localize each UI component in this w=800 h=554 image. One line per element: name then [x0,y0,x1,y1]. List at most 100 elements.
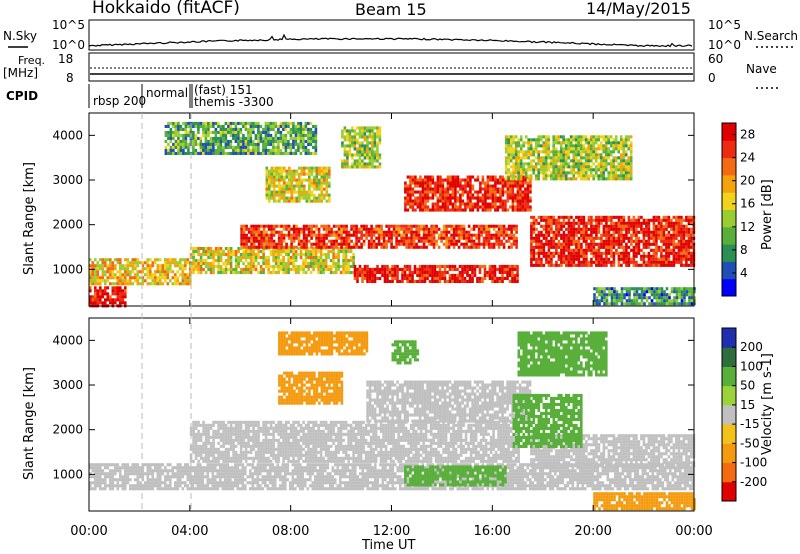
power-cells-cell [627,257,631,261]
power-cells-cell [285,233,288,237]
power-cells-cell [172,151,175,155]
power-cells-cell [397,224,401,228]
power-cells-cell [662,263,666,267]
power-cells-cell [322,236,326,240]
power-cells-cell [509,135,513,139]
power-cells-cell [449,196,452,200]
power-cells-cell [207,262,210,266]
power-cells-cell [587,138,590,142]
power-cells-cell [565,263,568,267]
power-cells-cell [265,233,268,237]
power-cells-cell [377,230,381,234]
power-cells-cell [327,268,330,272]
power-cells-cell [260,239,263,243]
power-cells-cell [234,262,238,266]
power-cells-cell [459,184,462,188]
power-cells-cell [594,147,598,151]
power-cells-cell [397,233,401,237]
power-cells-cell [308,181,311,185]
power-cells-cell [244,253,248,257]
power-cells-cell [119,282,122,286]
power-cells-cell [434,193,437,197]
power-cells-cell [559,135,563,139]
power-cells-cell [182,151,185,155]
power-cells-cell [549,171,553,175]
power-cells-cell [94,270,97,274]
power-cells-cell [552,135,555,139]
power-cells-cell [426,276,429,280]
power-cells-cell [277,268,280,272]
power-cells-cell [572,260,576,264]
power-cells-cell [312,130,315,134]
power-cells-cell [244,250,248,254]
power-cells-cell [360,227,363,231]
power-cells-cell [325,187,329,191]
power-cells-cell [169,270,172,274]
power-cells-cell [343,135,347,139]
power-cells-cell [585,221,588,225]
power-cells-cell [357,230,361,234]
power-cells-cell [356,270,359,274]
power-cells-cell [512,177,515,181]
power-cells-cell [376,264,379,268]
power-cells-cell [101,258,105,262]
power-cells-cell [101,276,105,280]
power-cells-cell [426,181,430,185]
power-cells-cell [455,239,458,243]
power-cells-cell [361,165,364,169]
power-cells-cell [609,141,613,145]
power-cells-cell [287,224,291,228]
power-cells-cell [124,276,127,280]
power-cells-cell [650,248,653,252]
power-cells-cell [627,230,631,234]
power-cells-cell [542,263,546,267]
power-cells-cell [412,224,416,228]
power-cells-cell [346,162,349,166]
power-cells-cell [477,242,481,246]
power-cells-cell [540,215,543,219]
power-cells-cell [344,265,348,269]
power-cells-cell [343,153,347,157]
power-cells-cell [502,245,506,249]
power-cells-cell [91,279,95,283]
power-cells-cell [366,156,369,160]
power-cells-cell [287,268,290,272]
power-cells-cell [229,133,233,137]
power-cells-cell [314,148,318,152]
power-cells-cell [421,267,424,271]
power-cells-cell [647,254,651,258]
power-cells-cell [562,218,566,222]
power-cells-cell [382,230,386,234]
power-cells-cell [471,273,474,277]
power-cells-cell [376,126,379,130]
power-cells-cell [126,270,130,274]
power-cells-cell [164,133,168,137]
power-cells-cell [154,276,157,280]
power-cells-cell [629,156,633,160]
power-cells-cell [289,148,293,152]
power-cells-cell [176,276,180,280]
power-cells-cell [502,230,506,234]
power-cells-cell [342,250,345,254]
power-cells-cell [323,196,326,200]
power-cells-cell [441,190,445,194]
power-cells-cell [475,236,478,240]
power-cells-cell [540,251,543,255]
power-cells-cell [257,242,261,246]
power-cells-cell [476,264,479,268]
power-cells-cell [350,233,353,237]
power-cells-cell [572,162,575,166]
power-cells-cell [488,267,492,271]
power-cells-cell [305,242,308,246]
power-cells-cell [640,263,643,267]
power-cells-cell [577,257,581,261]
power-cells-cell [285,242,288,246]
power-cells-cell [292,230,296,234]
power-cells-cell [604,165,608,169]
power-cells-cell [177,124,180,128]
power-cells-cell [610,239,613,243]
power-cells-cell [432,227,436,231]
power-cells-cell [149,264,152,268]
power-cells-cell [467,233,471,237]
power-cells-cell [293,169,296,173]
